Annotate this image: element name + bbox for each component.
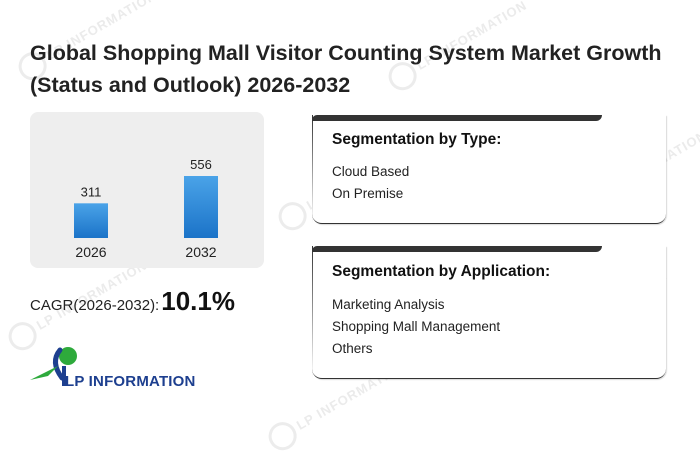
segment-application-item: Shopping Mall Management xyxy=(332,319,501,334)
segmentation-application-title: Segmentation by Application: xyxy=(332,263,551,280)
bar-2026 xyxy=(74,203,108,238)
panel-top-bar xyxy=(312,115,602,121)
segmentation-type-panel: Segmentation by Type: Cloud Based On Pre… xyxy=(312,115,666,224)
segment-application-item: Marketing Analysis xyxy=(332,297,445,312)
value-label-2032: 556 xyxy=(190,157,212,172)
chart-panel: 311 2026 556 2032 xyxy=(30,112,264,268)
logo-text: LP INFORMATION xyxy=(65,373,196,390)
category-label-2026: 2026 xyxy=(75,244,106,260)
company-logo: LP INFORMATION xyxy=(30,336,200,392)
cagr-value: 10.1% xyxy=(161,286,235,316)
segmentation-type-title: Segmentation by Type: xyxy=(332,131,502,148)
segmentation-application-panel: Segmentation by Application: Marketing A… xyxy=(312,246,666,379)
category-label-2032: 2032 xyxy=(185,244,216,260)
value-label-2026: 311 xyxy=(81,184,102,199)
segment-type-item: Cloud Based xyxy=(332,164,410,179)
bar-chart: 311 2026 556 2032 xyxy=(74,157,218,260)
segment-type-item: On Premise xyxy=(332,186,404,201)
bar-2032 xyxy=(184,176,218,238)
page-title: Global Shopping Mall Visitor Counting Sy… xyxy=(30,41,662,97)
logo-mark-icon xyxy=(30,347,77,386)
watermark-logo-icon xyxy=(273,197,312,236)
panel-edge xyxy=(312,246,313,378)
panel-top-bar xyxy=(312,246,602,252)
cagr-label: CAGR(2026-2032): xyxy=(30,297,160,314)
cagr-display: CAGR(2026-2032):10.1% xyxy=(30,286,235,317)
panel-edge xyxy=(312,115,313,223)
segment-application-item: Others xyxy=(332,341,373,356)
